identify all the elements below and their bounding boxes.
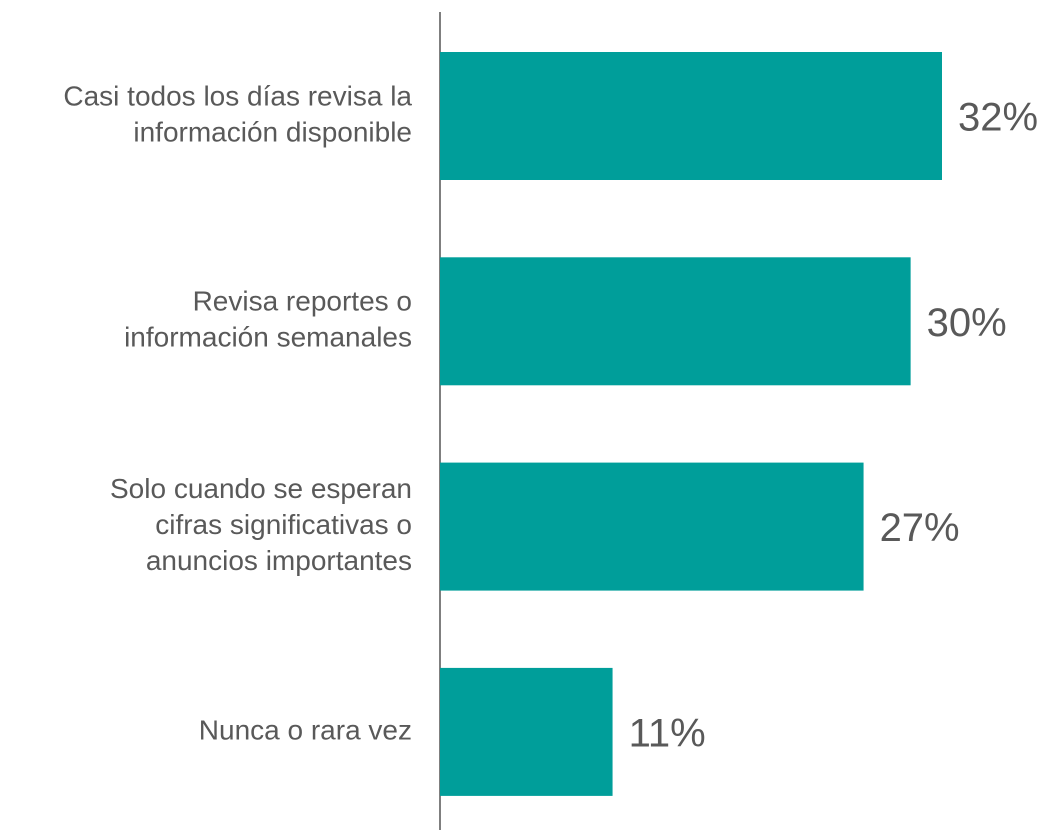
category-label: cifras significativas o bbox=[155, 509, 412, 540]
bar bbox=[440, 52, 942, 180]
value-label: 30% bbox=[927, 301, 1007, 345]
category-label: anuncios importantes bbox=[146, 545, 412, 576]
bar bbox=[440, 257, 911, 386]
category-label: información disponible bbox=[133, 116, 412, 147]
value-label: 32% bbox=[958, 96, 1038, 140]
category-label: información semanales bbox=[124, 322, 412, 353]
bar bbox=[440, 462, 864, 591]
category-label: Casi todos los días revisa la bbox=[63, 80, 412, 111]
category-label: Nunca o rara vez bbox=[199, 714, 412, 745]
value-label: 27% bbox=[880, 506, 960, 550]
bar bbox=[440, 667, 613, 796]
value-label: 11% bbox=[629, 711, 706, 755]
category-label: Revisa reportes o bbox=[193, 286, 412, 317]
category-label: Solo cuando se esperan bbox=[110, 473, 412, 504]
